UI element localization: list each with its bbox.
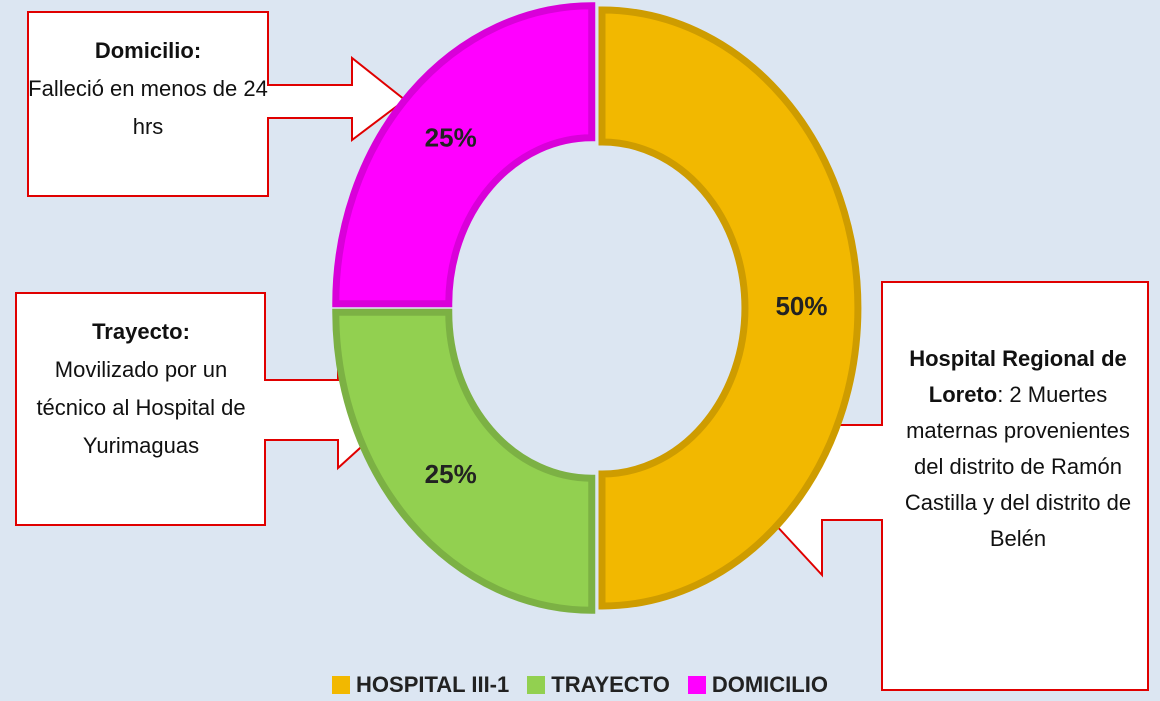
callout-body: Movilizado por un técnico al Hospital de…: [36, 357, 246, 458]
callout-text: Hospital Regional de Loreto: 2 Muertes m…: [890, 341, 1146, 557]
legend-swatch: [687, 676, 706, 694]
callout-body: : 2 Muertes maternas provenientes del di…: [904, 382, 1132, 551]
value-label: 50%: [775, 291, 827, 321]
value-label: 25%: [425, 123, 477, 153]
donut-segment: [598, 6, 862, 610]
callout-text: Domicilio: Falleció en menos de 24 hrs: [28, 32, 268, 146]
callout-body: Falleció en menos de 24 hrs: [28, 76, 268, 139]
legend-entry: HOSPITAL III-1: [332, 672, 509, 698]
legend-swatch: [332, 676, 351, 694]
callout-title: Hospital Regional de Loreto: [909, 346, 1127, 407]
legend-label: HOSPITAL III-1: [356, 672, 510, 697]
legend-label: TRAYECTO: [551, 672, 670, 697]
callout-title: Trayecto:: [92, 319, 190, 344]
legend-swatch: [527, 676, 546, 694]
legend-entry: DOMICILIO: [687, 672, 828, 698]
value-label: 25%: [425, 459, 477, 489]
legend-label: DOMICILIO: [711, 672, 828, 697]
donut-segment: [332, 308, 596, 614]
callout-text: Trayecto: Movilizado por un técnico al Ho…: [22, 313, 260, 465]
callout-title: Domicilio:: [94, 38, 202, 63]
legend: HOSPITAL III-1 TRAYECTO DOMICILIO: [0, 672, 1160, 698]
legend-entry: TRAYECTO: [527, 672, 670, 698]
donut-segment: [332, 2, 596, 308]
callout-box: [27, 11, 407, 197]
